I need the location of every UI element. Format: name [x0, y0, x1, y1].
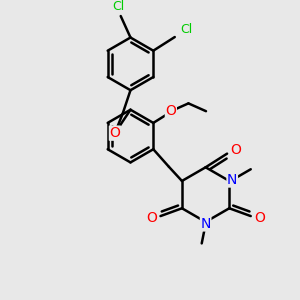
Text: O: O — [254, 211, 265, 225]
Text: Cl: Cl — [180, 23, 193, 36]
Text: O: O — [146, 211, 157, 225]
Text: O: O — [165, 104, 176, 118]
Text: O: O — [110, 126, 120, 140]
Text: N: N — [200, 217, 211, 231]
Text: N: N — [227, 173, 237, 187]
Text: O: O — [230, 143, 241, 157]
Text: Cl: Cl — [113, 0, 125, 13]
